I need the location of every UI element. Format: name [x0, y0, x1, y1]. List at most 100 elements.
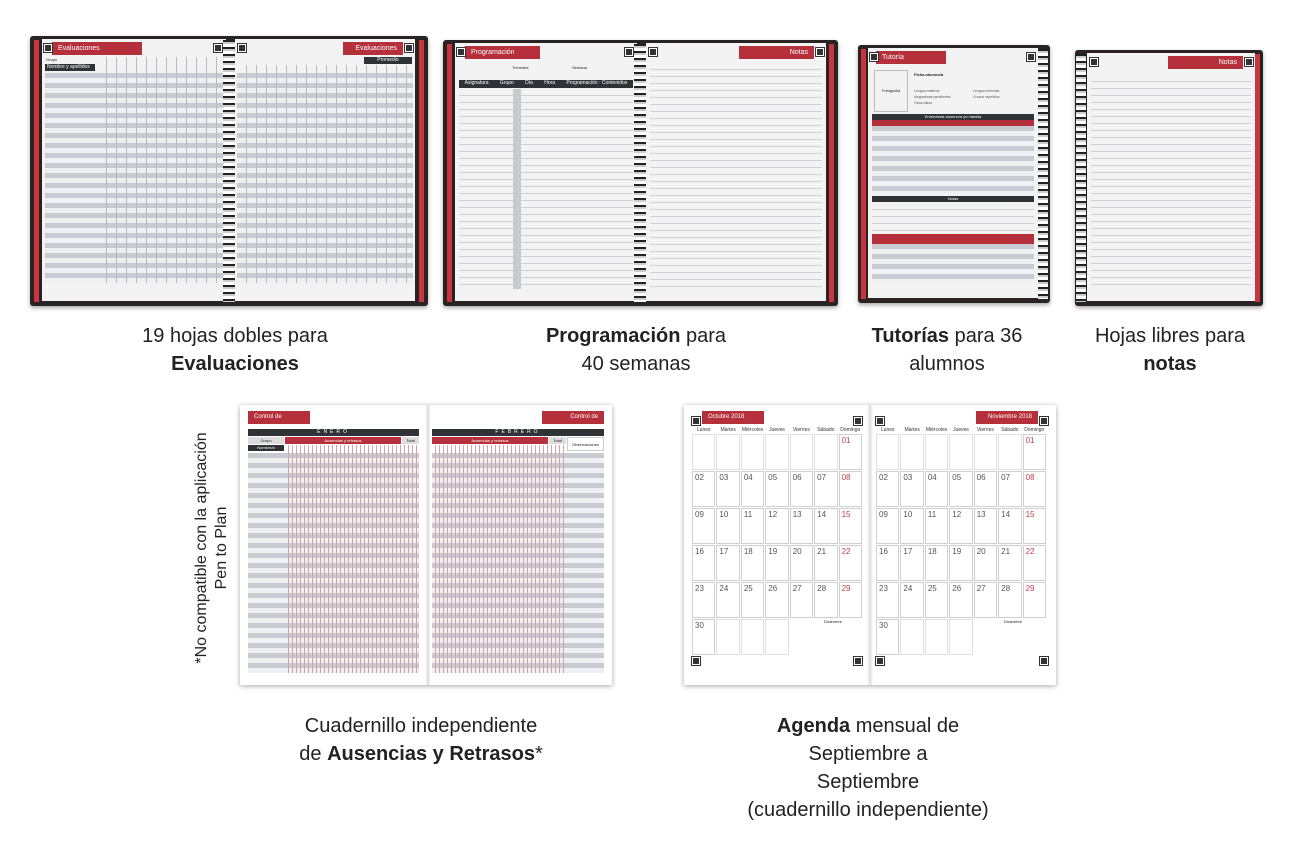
- calendar-day: 13: [789, 508, 814, 544]
- corner-icon: [869, 52, 879, 62]
- semana-label: Semana: [572, 65, 587, 70]
- calendar-day: 14: [998, 508, 1022, 544]
- calendar-day: 27: [789, 582, 814, 618]
- caption-line: Septiembre a: [808, 743, 928, 765]
- caption-asterisk: *: [534, 743, 543, 765]
- spiral-binding: [1076, 54, 1086, 302]
- calendar-day: 05: [949, 471, 973, 507]
- tutoria-page: Tutoría Fotografía Ficha alumno/a Lengua…: [868, 48, 1038, 298]
- calendar-day: 09: [692, 508, 716, 544]
- corner-icon: [1039, 416, 1049, 426]
- corner-icon: [853, 416, 863, 426]
- caption-line: Septiembre: [816, 771, 920, 793]
- calendar-day: [789, 434, 814, 470]
- field-label: Lengua vehicular: [973, 89, 1000, 93]
- tutoria-notebook: Tutoría Fotografía Ficha alumno/a Lengua…: [858, 45, 1050, 303]
- calendar-day: 12: [765, 508, 789, 544]
- total-header: Total: [549, 437, 566, 444]
- left-page: Programación Trimestre Semana Asignatura…: [455, 43, 637, 301]
- interviews-bar: Entrevistas alumno/a y/o familia: [872, 114, 1034, 120]
- trimestre-label: Trimestre: [512, 65, 529, 70]
- calendar-day: 30: [876, 619, 900, 655]
- field-label: Cursos repetidos: [973, 95, 1000, 99]
- calendar-day: 06: [973, 471, 998, 507]
- absences-header: Ausencias y retrasos: [285, 437, 401, 444]
- caption-agenda: Agenda mensual de Septiembre a Septiembr…: [698, 712, 1038, 824]
- col-dia: Día: [525, 80, 533, 86]
- corner-icon: [1089, 57, 1099, 67]
- average-header: Promedio: [364, 57, 412, 64]
- calendar-day: [924, 619, 949, 655]
- weekday-header: Viernes: [792, 427, 810, 433]
- caption-rest: mensual de: [850, 715, 960, 737]
- calendar-day: [876, 434, 900, 470]
- calendar-day: 19: [765, 545, 789, 581]
- caption-bold: Ausencias y Retrasos: [327, 743, 535, 765]
- calendar-day: 29: [1022, 582, 1046, 618]
- calendar-day: 22: [1022, 545, 1046, 581]
- notes-bar: Notas: [872, 196, 1034, 202]
- field-label: Lengua materna: [914, 89, 940, 93]
- calendar-day: 21: [814, 545, 838, 581]
- caption-line: Cuadernillo independiente: [304, 715, 538, 737]
- name-header: Nombre y apellidos: [45, 64, 95, 71]
- calendar-day: [900, 434, 924, 470]
- weekday-header: Martes: [904, 427, 920, 433]
- calendar-day: 12: [949, 508, 973, 544]
- calendar-day: 24: [716, 582, 740, 618]
- caption-tutorias: Tutorías para 36 alumnos: [827, 322, 1067, 378]
- weekday-header: Lunes: [880, 427, 895, 433]
- calendar-day: 02: [692, 471, 716, 507]
- notas-notebook: Notas: [1075, 50, 1263, 306]
- calendar-day: 11: [924, 508, 949, 544]
- calendar-day: 28: [998, 582, 1022, 618]
- caption-line: 19 hojas dobles para: [142, 325, 328, 347]
- calendar-day: 10: [716, 508, 740, 544]
- caption-notas: Hojas libres para notas: [1050, 322, 1290, 378]
- corner-icon: [815, 47, 825, 57]
- group-label: Grupo: [248, 437, 284, 444]
- page-tab: Tutoría: [876, 51, 946, 64]
- calendar-day: [949, 434, 973, 470]
- caption-bold: Agenda: [776, 715, 851, 737]
- caption-programacion: Programación para 40 semanas: [486, 322, 786, 378]
- calendar-day: [716, 619, 740, 655]
- calendar-day: 02: [876, 471, 900, 507]
- caption-line: 40 semanas: [581, 353, 691, 375]
- caption-bold: Tutorías: [871, 325, 950, 347]
- mini-calendar-title: Diciembre: [824, 619, 843, 624]
- weekday-header: Miércoles: [925, 427, 948, 433]
- calendar-day: 15: [838, 508, 862, 544]
- total-header: Total: [402, 437, 419, 444]
- agenda-booklet: Octubre 2018 Noviembre 2018 Lunes Martes M…: [684, 405, 1056, 685]
- col-grupo: Grupo: [499, 80, 514, 86]
- weekday-header: Jueves: [769, 427, 785, 433]
- weekday-header: Sábado: [1001, 427, 1019, 433]
- caption-asistencia: Cuadernillo independiente de Ausencias y…: [251, 712, 591, 768]
- corner-icon: [43, 43, 53, 53]
- page-tab: Noviembre 2018: [976, 411, 1038, 424]
- calendar-day: [814, 434, 838, 470]
- corner-icon: [1026, 52, 1036, 62]
- november-calendar: Lunes Martes Miércoles Jueves Viernes Sábado D…: [876, 427, 1046, 655]
- calendar-day: [716, 434, 740, 470]
- calendar-day: 08: [1022, 471, 1046, 507]
- calendar-day: 21: [998, 545, 1022, 581]
- calendar-day: 17: [716, 545, 740, 581]
- calendar-day: 07: [998, 471, 1022, 507]
- page-tab: Octubre 2018: [702, 411, 764, 424]
- spiral-binding: [634, 44, 646, 302]
- note-line: *No compatible con la aplicación: [193, 432, 210, 664]
- page-tab: Evaluaciones: [52, 42, 142, 55]
- calendar-day: 18: [740, 545, 765, 581]
- caption-bold: notas: [1143, 353, 1197, 375]
- evaluaciones-notebook: Evaluaciones Grupo Nombre y apellidos Ev…: [30, 36, 428, 306]
- caption-rest: para 36: [949, 325, 1023, 347]
- observations-header: Observaciones: [567, 437, 604, 451]
- corner-icon: [875, 416, 885, 426]
- calendar-day: 25: [924, 582, 949, 618]
- calendar-day: [765, 619, 789, 655]
- calendar-day: 04: [740, 471, 765, 507]
- calendar-day: [949, 619, 973, 655]
- corner-icon: [404, 43, 414, 53]
